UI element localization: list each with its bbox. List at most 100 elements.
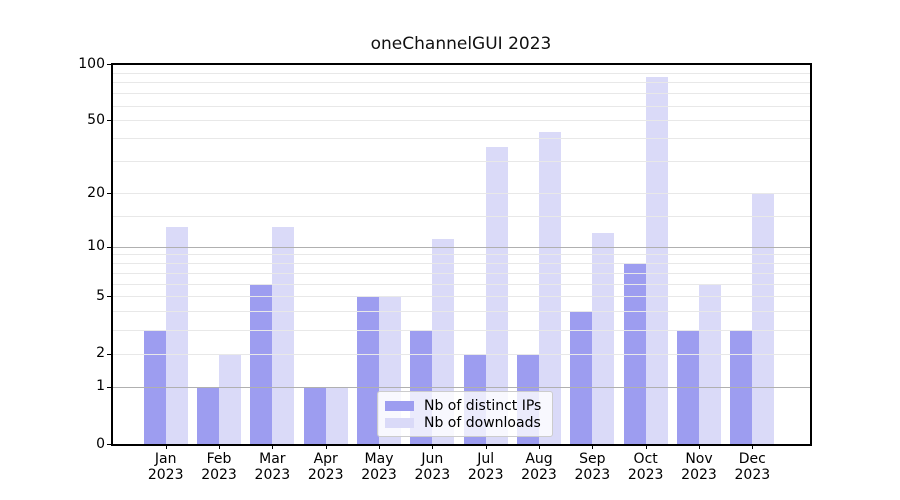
- bar-distinct_ips-sep: [570, 311, 593, 444]
- gridline-minor: [112, 329, 810, 331]
- x-tick-month: Sep: [579, 451, 606, 467]
- gridline-minor: [112, 193, 810, 195]
- y-axis-tick-label: 10: [87, 238, 105, 255]
- gridline-minor: [112, 93, 810, 95]
- legend-item-downloads: Nb of downloads: [385, 415, 544, 431]
- y-tick-mark: [107, 444, 111, 445]
- bar-distinct_ips-dec: [730, 329, 753, 444]
- x-axis-tick-label: Jan 2023: [124, 451, 208, 483]
- legend-label-distinct-ips: Nb of distinct IPs: [424, 397, 542, 414]
- bar-distinct_ips-may: [357, 296, 380, 444]
- x-tick-year: 2023: [361, 467, 397, 483]
- x-axis-tick-label: Feb 2023: [177, 451, 261, 483]
- x-tick-year: 2023: [521, 467, 557, 483]
- x-tick-month: Jun: [421, 451, 444, 467]
- x-tick-year: 2023: [254, 467, 291, 483]
- y-tick-mark: [107, 246, 111, 248]
- x-axis-tick-label: Oct 2023: [604, 451, 688, 483]
- gridline-minor: [112, 353, 810, 355]
- x-tick-mark: [752, 445, 754, 449]
- x-axis-tick-label: Mar 2023: [230, 451, 314, 483]
- bar-distinct_ips-mar: [250, 283, 273, 444]
- x-tick-mark: [165, 445, 167, 449]
- x-tick-year: 2023: [414, 467, 451, 483]
- x-tick-year: 2023: [307, 467, 344, 483]
- gridline-minor: [112, 215, 810, 217]
- bar-distinct_ips-apr: [303, 386, 326, 444]
- bar-downloads-feb: [219, 353, 242, 444]
- gridline-minor: [112, 296, 810, 298]
- bar-downloads-oct: [645, 77, 668, 444]
- x-tick-month: Mar: [259, 451, 286, 467]
- y-tick-mark: [107, 193, 111, 195]
- x-tick-year: 2023: [147, 467, 184, 483]
- bar-distinct_ips-feb: [197, 386, 220, 444]
- x-axis-tick-label: Nov 2023: [657, 451, 741, 483]
- y-tick-mark: [107, 386, 111, 388]
- x-tick-year: 2023: [681, 467, 717, 483]
- y-axis-tick-label: 0: [96, 435, 105, 452]
- x-axis-tick-label: Sep 2023: [550, 451, 634, 483]
- x-tick-year: 2023: [201, 467, 237, 483]
- y-axis-tick-label: 5: [96, 287, 105, 304]
- y-axis-tick-label: 50: [87, 111, 105, 128]
- x-axis-tick-label: Jun 2023: [390, 451, 474, 483]
- x-tick-month: Jul: [477, 451, 495, 467]
- x-tick-mark: [379, 445, 381, 449]
- bar-distinct_ips-jan: [143, 329, 166, 444]
- x-tick-mark: [432, 445, 434, 449]
- gridline-minor: [112, 272, 810, 274]
- x-tick-mark: [539, 445, 540, 449]
- x-tick-month: May: [364, 451, 394, 467]
- gridline-minor: [112, 105, 810, 107]
- x-tick-mark: [325, 445, 327, 449]
- y-tick-mark: [107, 120, 111, 122]
- x-tick-year: 2023: [574, 467, 611, 483]
- bar-downloads-jan: [165, 226, 188, 444]
- bar-downloads-dec: [752, 193, 775, 444]
- x-tick-month: Jan: [154, 451, 177, 467]
- gridline-minor: [112, 161, 810, 163]
- x-tick-year: 2023: [627, 467, 664, 483]
- x-axis-tick-label: Apr 2023: [284, 451, 368, 483]
- gridline-minor: [112, 254, 810, 256]
- x-tick-mark: [272, 445, 274, 449]
- bar-downloads-mar: [272, 226, 295, 444]
- bar-distinct_ips-nov: [677, 329, 699, 444]
- x-tick-month: Feb: [206, 451, 232, 467]
- axis-spine-bottom: [112, 444, 810, 446]
- bar-downloads-aug: [539, 132, 561, 444]
- bar-downloads-apr: [325, 386, 348, 444]
- x-tick-month: Aug: [525, 451, 553, 467]
- x-tick-mark: [219, 445, 221, 449]
- x-tick-mark: [485, 445, 487, 449]
- x-axis-tick-label: Jul 2023: [444, 451, 528, 483]
- gridline-minor: [112, 311, 810, 313]
- gridline-minor: [112, 138, 810, 140]
- axis-spine-top: [112, 63, 810, 65]
- x-tick-mark: [645, 445, 647, 449]
- y-tick-mark: [107, 296, 111, 298]
- legend-swatch-downloads-icon: [385, 417, 414, 428]
- gridline-minor: [112, 82, 810, 84]
- y-axis-tick-label: 20: [87, 184, 105, 201]
- x-axis-tick-label: Dec 2023: [710, 451, 794, 483]
- x-tick-month: Dec: [738, 451, 766, 467]
- x-axis-tick-label: Aug 2023: [497, 451, 581, 483]
- gridline-minor: [112, 120, 810, 122]
- y-axis-tick-label: 1: [96, 378, 105, 395]
- x-tick-month: Nov: [685, 451, 713, 467]
- axis-spine-left: [111, 63, 113, 446]
- x-tick-year: 2023: [467, 467, 504, 483]
- x-tick-month: Apr: [313, 451, 338, 467]
- y-tick-mark: [107, 64, 111, 65]
- x-axis-tick-label: May 2023: [337, 451, 421, 483]
- gridline-minor: [112, 283, 810, 285]
- x-tick-month: Oct: [633, 451, 658, 467]
- legend: Nb of distinct IPs Nb of downloads: [377, 391, 553, 437]
- y-axis-tick-label: 2: [96, 345, 105, 362]
- x-tick-year: 2023: [734, 467, 771, 483]
- y-axis-tick-label: 100: [78, 55, 105, 72]
- legend-swatch-distinct-ips-icon: [385, 400, 414, 411]
